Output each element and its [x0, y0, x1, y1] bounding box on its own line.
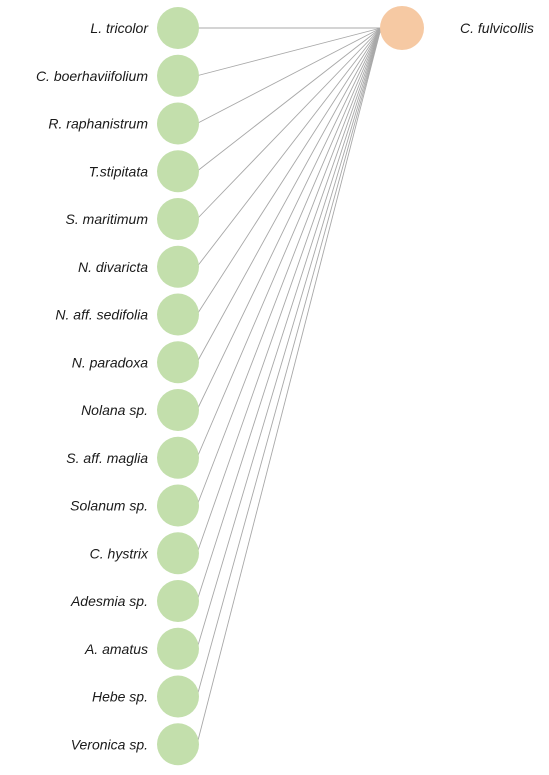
edge-s-aff-maglia	[196, 27, 382, 458]
plant-node-nolana-sp	[157, 389, 199, 431]
edge-s-maritimum	[196, 27, 382, 220]
edge-n-paradoxa	[196, 27, 382, 363]
edge-nolana-sp	[196, 27, 382, 411]
plant-label-s-maritimum: S. maritimum	[66, 211, 149, 227]
interaction-edges	[196, 27, 382, 745]
plant-label-veronica-sp: Veronica sp.	[71, 736, 148, 752]
edge-a-amatus	[196, 27, 382, 649]
edge-t-stipitata	[196, 27, 382, 172]
plant-label-n-paradoxa: N. paradoxa	[72, 354, 148, 370]
plant-node-n-aff-sedifolia	[157, 293, 199, 336]
plant-node-solanum-sp	[157, 484, 199, 527]
plant-label-n-aff-sedifolia: N. aff. sedifolia	[55, 307, 148, 323]
plant-label-l-tricolor: L. tricolor	[90, 20, 149, 36]
insect-label: C. fulvicollis	[460, 20, 534, 36]
plant-nodes: L. tricolor C. boerhaviifolium R. raphanis…	[36, 7, 199, 766]
plant-label-solanum-sp: Solanum sp.	[70, 498, 148, 514]
plant-node-c-boerhaviifolium	[157, 54, 199, 97]
plant-label-hebe-sp: Hebe sp.	[92, 689, 148, 705]
edge-solanum-sp	[196, 27, 382, 506]
edge-r-raphanistrum	[196, 27, 382, 124]
edge-c-hystrix	[196, 27, 382, 554]
plant-node-r-raphanistrum	[157, 102, 199, 145]
plant-node-veronica-sp	[157, 723, 199, 766]
plant-label-r-raphanistrum: R. raphanistrum	[48, 116, 148, 132]
edge-n-aff-sedifolia	[196, 27, 382, 315]
plant-node-n-divaricta	[157, 245, 199, 288]
plant-label-a-amatus: A. amatus	[84, 641, 148, 657]
plant-label-t-stipitata: T.stipitata	[89, 163, 149, 179]
insect-node-group: C. fulvicollis	[380, 6, 534, 50]
plant-node-n-paradoxa	[157, 341, 199, 384]
plant-node-hebe-sp	[157, 675, 199, 718]
plant-node-s-maritimum	[157, 198, 199, 240]
edge-c-boerhaviifolium	[196, 27, 382, 77]
plant-label-c-hystrix: C. hystrix	[90, 545, 149, 561]
plant-label-nolana-sp: Nolana sp.	[81, 402, 148, 418]
edge-hebe-sp	[196, 27, 382, 697]
edge-n-divaricta	[196, 27, 382, 268]
plant-node-c-hystrix	[157, 532, 199, 575]
plant-node-l-tricolor	[157, 7, 199, 49]
edge-veronica-sp	[196, 27, 382, 745]
plant-label-adesmia-sp: Adesmia sp.	[70, 593, 148, 609]
plant-label-n-divaricta: N. divaricta	[78, 259, 148, 275]
plant-node-adesmia-sp	[157, 580, 199, 622]
plant-node-t-stipitata	[157, 150, 199, 193]
edge-adesmia-sp	[196, 27, 382, 602]
insect-node	[380, 6, 424, 50]
plant-label-s-aff-maglia: S. aff. maglia	[66, 450, 148, 466]
plant-label-c-boerhaviifolium: C. boerhaviifolium	[36, 68, 148, 84]
plant-node-a-amatus	[157, 627, 199, 670]
plant-node-s-aff-maglia	[157, 436, 199, 479]
